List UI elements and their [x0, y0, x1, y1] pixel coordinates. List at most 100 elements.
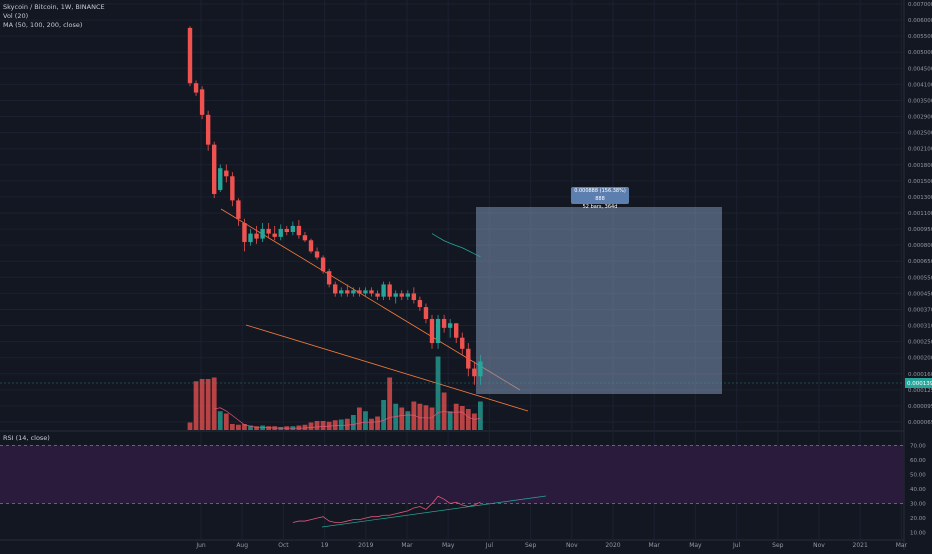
- time-label: Oct: [278, 542, 289, 549]
- volume-bar: [357, 407, 362, 430]
- volume-bar: [429, 407, 435, 430]
- candle-body: [199, 89, 205, 115]
- candle-body: [435, 318, 441, 344]
- volume-bar: [344, 418, 350, 430]
- rsi-tick: 70.00: [910, 443, 926, 449]
- time-label: 2021: [853, 542, 868, 549]
- ma-line: [431, 233, 481, 258]
- volume-bar: [369, 418, 374, 430]
- price-tick: 0.002100: [908, 147, 932, 153]
- candle-body: [387, 284, 392, 297]
- price-tick: 0.002500: [908, 131, 932, 137]
- candle-body: [278, 228, 283, 237]
- price-tick: 0.000650: [908, 259, 932, 265]
- time-label: 2020: [605, 542, 620, 549]
- time-label: 2019: [358, 542, 373, 549]
- moving-average: [431, 233, 481, 258]
- volume-bar: [308, 422, 314, 430]
- candle-body: [193, 83, 199, 93]
- time-label: Mar: [401, 542, 413, 549]
- price-tick: 0.000125: [908, 388, 932, 394]
- rsi-tick: 10.00: [910, 531, 926, 537]
- price-tick: 0.000250: [908, 340, 932, 346]
- volume-bar: [363, 411, 368, 430]
- volume-bar: [465, 409, 471, 430]
- candle-body: [272, 233, 277, 237]
- price-tick: 0.004100: [908, 82, 932, 88]
- volume-bar: [417, 403, 423, 430]
- volume-bar: [459, 406, 465, 430]
- candle-body: [260, 228, 265, 239]
- volume-bar: [302, 424, 308, 430]
- rsi-tick: 60.00: [910, 458, 926, 464]
- volume-bar: [435, 356, 441, 430]
- price-tick: 0.001800: [908, 163, 932, 169]
- candle-body: [230, 176, 235, 201]
- candle-body: [393, 293, 398, 297]
- price-tick: 0.000950: [908, 227, 932, 233]
- candle-body: [187, 27, 193, 84]
- candle-body: [345, 290, 350, 294]
- rsi-line: [292, 495, 481, 523]
- volume-bar: [205, 379, 211, 430]
- candle-body: [429, 318, 435, 344]
- rsi-legend: RSI (14, close): [3, 434, 50, 442]
- candle-body: [224, 170, 229, 177]
- volume-bar: [478, 401, 483, 430]
- volume-bar: [471, 413, 477, 430]
- time-label: Sep: [772, 542, 784, 549]
- candle-body: [205, 114, 211, 145]
- volume-legend: Vol (20): [3, 12, 29, 20]
- price-tick: 0.007000: [908, 2, 932, 8]
- candle-body: [320, 257, 326, 272]
- measure-rect: [476, 207, 722, 394]
- candle-body: [308, 240, 314, 252]
- volume-bar: [332, 420, 338, 430]
- volume-bar: [338, 419, 344, 430]
- rsi-tick: 30.00: [910, 502, 926, 508]
- time-label: 19: [321, 542, 329, 549]
- volume-bar: [381, 400, 386, 430]
- price-tick: 0.000069: [908, 420, 932, 426]
- volume-bar: [314, 421, 320, 430]
- volume-bar: [254, 426, 259, 430]
- candle-body: [466, 348, 471, 369]
- price-tick: 0.002900: [908, 115, 932, 121]
- volume-bar: [187, 422, 193, 430]
- candle-body: [411, 293, 417, 301]
- ma-legend: MA (50, 100, 200, close): [3, 21, 83, 29]
- price-tick: 0.000095: [908, 404, 932, 410]
- volume-bar: [278, 427, 284, 430]
- candle-body: [460, 337, 465, 349]
- price-tick: 0.006000: [908, 18, 932, 24]
- price-tick: 0.000200: [908, 356, 932, 362]
- volume-bar: [199, 379, 205, 430]
- candles: [187, 26, 483, 385]
- time-label: May: [442, 542, 455, 549]
- volume-bar: [229, 424, 235, 430]
- price-tick: 0.005000: [908, 50, 932, 56]
- volume-bar: [266, 426, 272, 430]
- candle-body: [417, 300, 423, 308]
- time-label: May: [689, 542, 702, 549]
- price-tick: 0.000800: [908, 243, 932, 249]
- volume-bar: [211, 377, 217, 430]
- candle-body: [375, 293, 380, 297]
- candle-body: [242, 222, 247, 243]
- trendline-lower: [245, 324, 529, 412]
- price-tick: 0.000450: [908, 291, 932, 297]
- candle-body: [296, 225, 302, 236]
- time-label: Sep: [525, 542, 537, 549]
- candle-body: [254, 233, 259, 239]
- measure-box: [476, 207, 722, 394]
- rsi-tick: 20.00: [910, 516, 926, 522]
- price-axis: 0.007000 0.006000 0.005500 0.005000 0.004500…: [0, 2, 932, 426]
- measure-label[interactable]: 0.000888 (156.38%) 888 52 bars, 364d: [571, 187, 629, 210]
- candle-body: [302, 235, 308, 241]
- price-tick: 0.000370: [908, 307, 932, 313]
- volume-bar: [405, 411, 411, 430]
- time-label: Jun: [195, 542, 206, 549]
- candle-body: [351, 290, 356, 294]
